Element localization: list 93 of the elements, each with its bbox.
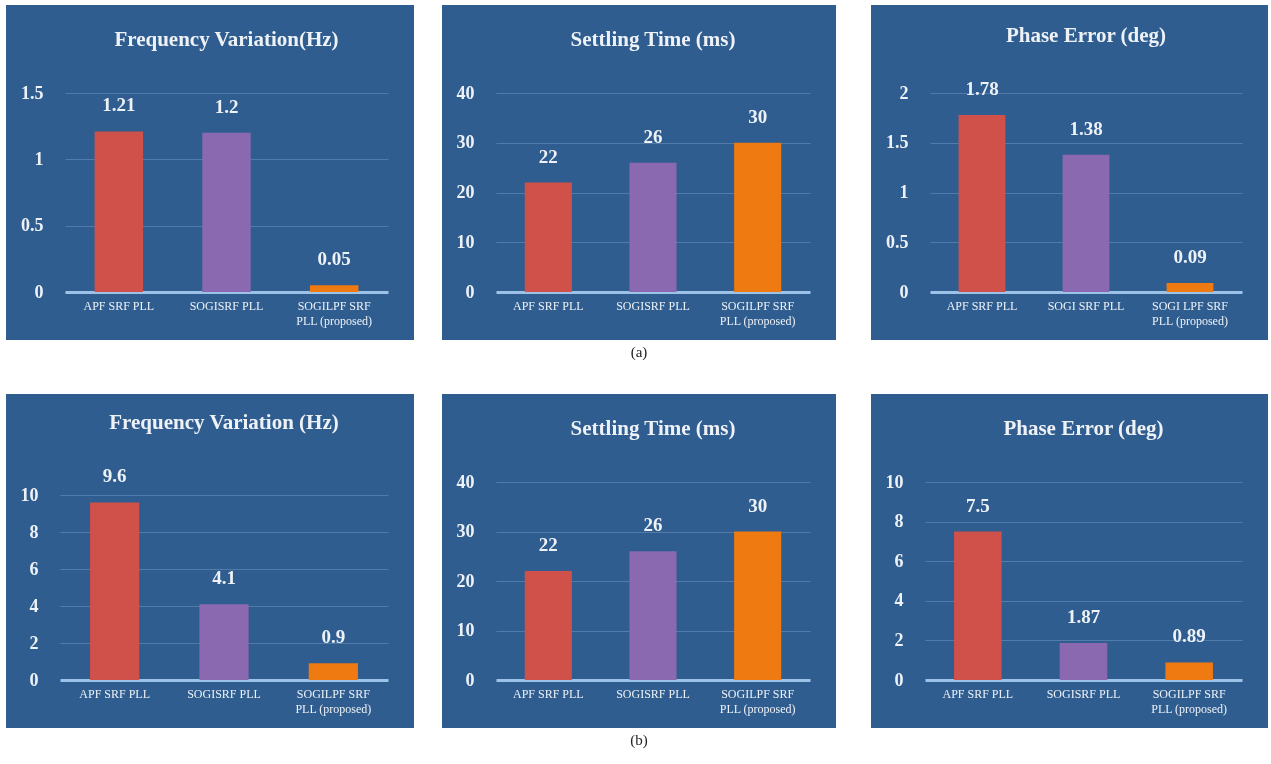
x-tick-label: SOGILPF SRF PLL (proposed) (295, 686, 372, 716)
bar (954, 531, 1002, 680)
text: (b) (630, 732, 648, 749)
x-tick-label: SOGI SRF PLL (1047, 298, 1125, 313)
y-tick-label: 4 (894, 590, 904, 611)
x-tick-label: SOGISRF PLL (1046, 686, 1121, 701)
y-tick-label: 1 (34, 148, 44, 169)
y-tick-label: 0 (894, 669, 904, 690)
bar (309, 285, 359, 292)
bar (524, 571, 572, 680)
x-tick-label: APF SRF PLL (942, 686, 1014, 701)
y-tick-label: 10 (456, 231, 475, 252)
bar (90, 502, 140, 680)
bar (1062, 154, 1110, 292)
x-tick-label: APF SRF PLL (79, 686, 151, 701)
y-tick-label: 20 (456, 570, 475, 591)
y-tick-label: 8 (894, 511, 904, 532)
y-tick-label: 6 (894, 550, 904, 571)
bar (308, 663, 358, 680)
chart-title: Settling Time (ms) (570, 27, 736, 51)
data-label: 7.5 (965, 494, 990, 516)
y-tick-label: 40 (456, 471, 475, 492)
bar (734, 531, 782, 680)
data-label: 1.78 (965, 77, 999, 99)
x-tick-label: SOGISRF PLL (189, 298, 264, 313)
y-tick-label: 2 (29, 632, 39, 653)
x-tick-label: SOGI LPF SRF PLL (proposed) (1151, 298, 1229, 328)
bar (202, 132, 251, 292)
y-tick-label: 0.5 (886, 231, 909, 252)
y-tick-label: 6 (29, 558, 39, 579)
bar (1059, 642, 1108, 680)
x-tick-label: APF SRF PLL (83, 298, 155, 313)
y-tick-label: 10 (456, 620, 475, 640)
x-tick-label: SOGILPF SRF PLL (proposed) (296, 298, 373, 328)
bar (94, 131, 144, 292)
y-tick-label: 40 (456, 82, 475, 103)
data-label: 26 (643, 514, 663, 536)
data-label: 4.1 (212, 567, 236, 589)
y-tick-label: 0 (34, 281, 44, 302)
y-tick-label: 4 (29, 595, 39, 616)
data-label: 0.05 (317, 248, 351, 270)
y-tick-label: 1 (899, 182, 909, 202)
y-tick-label: 0 (29, 669, 39, 690)
data-label: 30 (748, 494, 768, 516)
x-tick-label: SOGILPF SRF PLL (proposed) (719, 298, 796, 328)
data-label: 22 (538, 534, 558, 556)
data-label: 1.2 (214, 95, 239, 117)
y-tick-label: 0 (899, 281, 909, 302)
y-tick-label: 1.5 (21, 82, 44, 103)
bar (629, 162, 677, 292)
chart-title: Phase Error (deg) (1003, 416, 1164, 440)
bar (629, 551, 677, 680)
y-tick-label: 20 (456, 182, 475, 202)
y-tick-label: 2 (899, 82, 909, 103)
x-tick-label: APF SRF PLL (946, 298, 1018, 313)
data-label: 30 (748, 105, 768, 127)
y-tick-label: 30 (456, 521, 475, 541)
data-label: 22 (538, 145, 558, 167)
x-tick-label: SOGISRF PLL (616, 298, 690, 313)
y-tick-label: 10 (20, 484, 39, 505)
data-label: 0.9 (321, 626, 346, 648)
text: (a) (630, 344, 648, 361)
data-label: 9.6 (102, 465, 127, 487)
y-tick-label: 0 (465, 669, 475, 690)
y-tick-label: 1.5 (886, 132, 909, 153)
chart-title: Frequency Variation (Hz) (109, 410, 339, 435)
data-label: 0.09 (1173, 246, 1207, 268)
x-tick-label: SOGISRF PLL (187, 686, 261, 701)
x-tick-label: SOGISRF PLL (616, 686, 690, 701)
y-tick-label: 8 (29, 521, 39, 542)
bar (1165, 662, 1213, 680)
data-label: 1.38 (1069, 117, 1103, 139)
data-label: 1.21 (102, 94, 136, 116)
x-tick-label: APF SRF PLL (512, 298, 584, 313)
chart-title: Frequency Variation(Hz) (114, 27, 339, 51)
data-label: 26 (643, 125, 663, 147)
y-tick-label: 0 (465, 281, 475, 302)
bar (1166, 283, 1214, 292)
bar (734, 142, 782, 292)
data-label: 0.89 (1172, 625, 1206, 647)
x-tick-label: SOGILPF SRF PLL (proposed) (719, 686, 796, 716)
bar (199, 604, 249, 680)
y-tick-label: 10 (885, 471, 904, 492)
chart-title: Settling Time (ms) (570, 416, 736, 440)
bar (958, 114, 1006, 292)
chart-title: Phase Error (deg) (1005, 22, 1167, 47)
y-tick-label: 0.5 (21, 215, 44, 236)
bar (524, 182, 572, 292)
y-tick-label: 30 (456, 132, 475, 153)
y-tick-label: 2 (894, 629, 904, 650)
x-tick-label: SOGILPF SRF PLL (proposed) (1151, 686, 1228, 716)
x-tick-label: APF SRF PLL (512, 686, 584, 701)
data-label: 1.87 (1066, 605, 1101, 627)
